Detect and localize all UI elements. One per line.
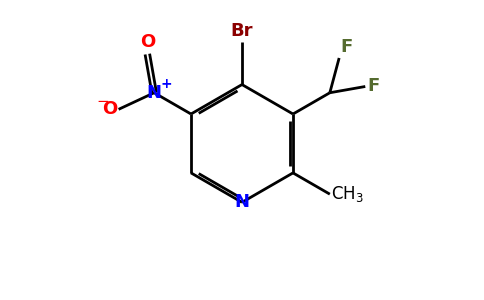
Text: +: + [161,76,172,91]
Text: Br: Br [231,22,253,40]
Text: N: N [235,193,249,211]
Text: CH$_3$: CH$_3$ [332,184,364,204]
Text: N: N [147,84,162,102]
Text: F: F [367,77,379,95]
Text: O: O [140,33,155,51]
Text: F: F [341,38,353,56]
Text: O: O [102,100,117,118]
Text: −: − [96,94,109,109]
